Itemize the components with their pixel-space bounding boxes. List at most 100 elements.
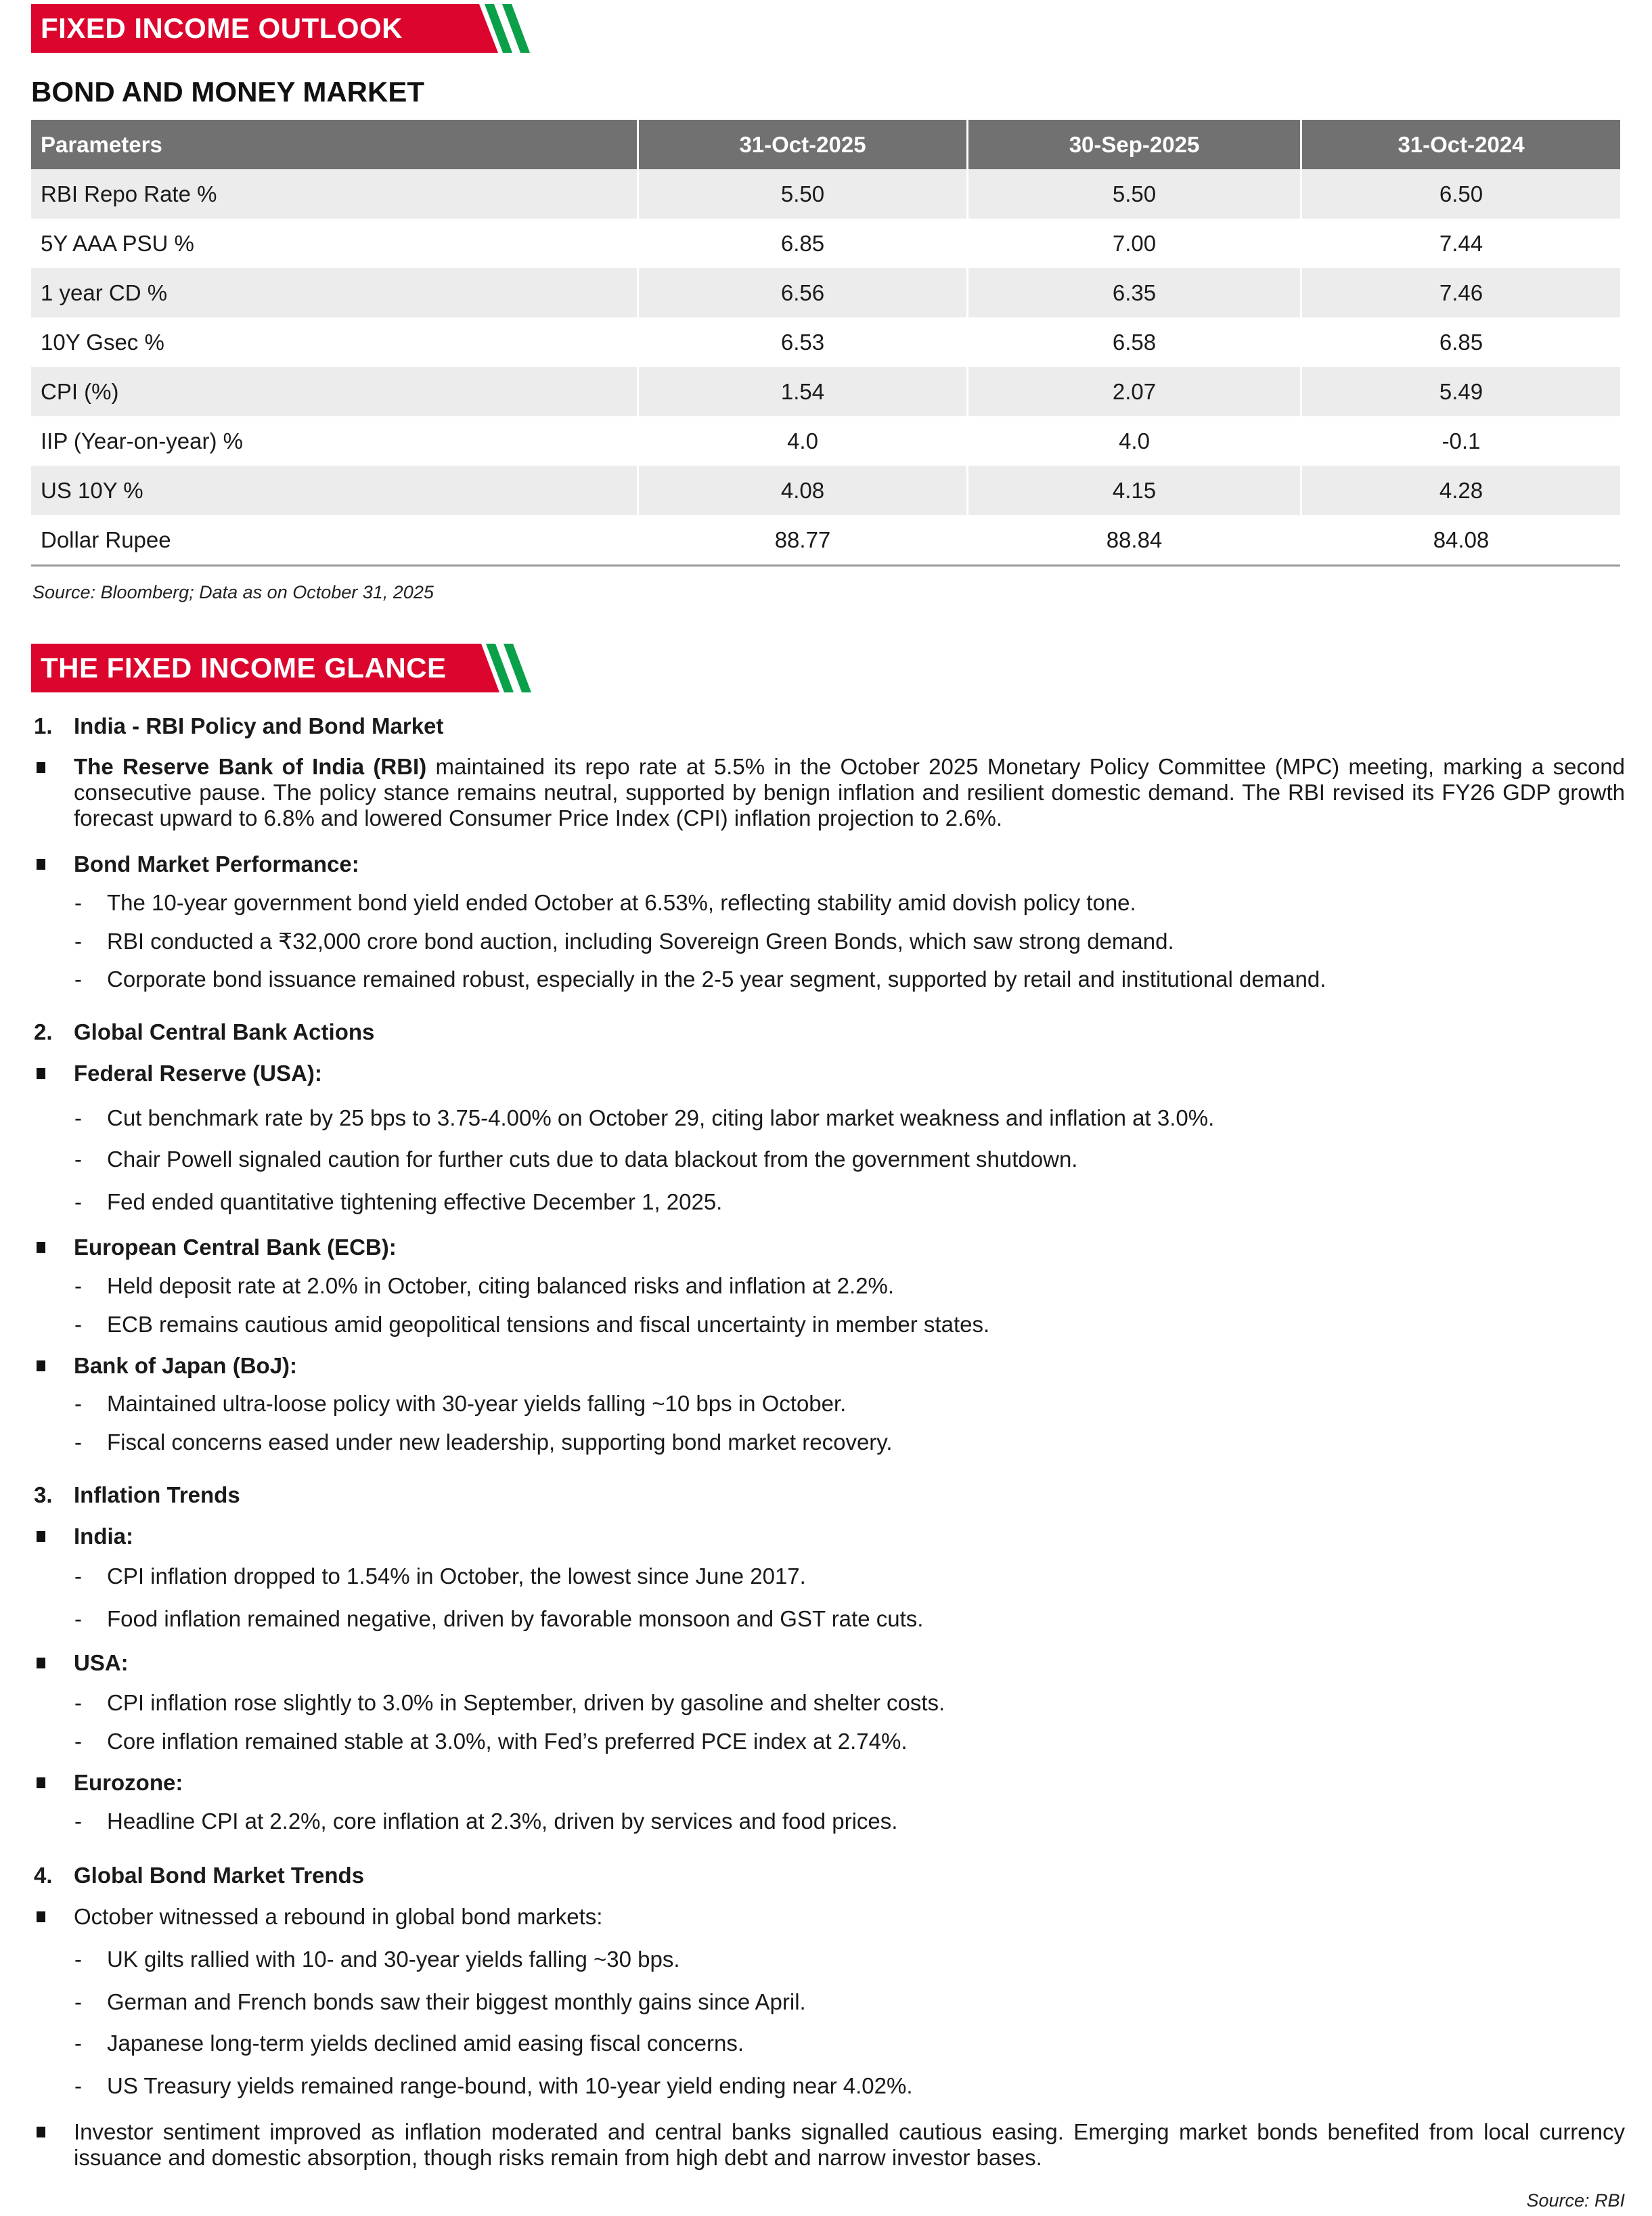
- list-item: Fiscal concerns eased under new leadersh…: [107, 1430, 893, 1455]
- table-row: IIP (Year-on-year) % 4.0 4.0 -0.1: [31, 416, 1620, 466]
- banner-stripes-icon: [31, 644, 531, 692]
- value-cell: 4.28: [1300, 466, 1620, 515]
- list-item: Food inflation remained negative, driven…: [107, 1606, 924, 1631]
- banner-title: THE FIXED INCOME GLANCE: [41, 652, 447, 684]
- value-cell: 5.49: [1300, 367, 1620, 416]
- parameter-cell: 5Y AAA PSU %: [41, 230, 194, 256]
- value-cell: 5.50: [966, 169, 1301, 219]
- list-item: CPI inflation rose slightly to 3.0% in S…: [107, 1690, 945, 1715]
- table-title: BOND AND MONEY MARKET: [31, 76, 425, 108]
- value-cell: 2.07: [966, 367, 1301, 416]
- section-heading: Inflation Trends: [74, 1482, 240, 1507]
- dash-icon: -: [74, 1391, 82, 1416]
- table-row: 10Y Gsec % 6.53 6.58 6.85: [31, 317, 1620, 367]
- dash-icon: -: [74, 1312, 82, 1337]
- dash-icon: -: [74, 2073, 82, 2098]
- bullet-icon: [37, 1777, 45, 1788]
- table-row: RBI Repo Rate % 5.50 5.50 6.50: [31, 169, 1620, 219]
- section-banner-fixed-income-glance: THE FIXED INCOME GLANCE: [31, 644, 535, 692]
- bullet-icon: [37, 762, 45, 773]
- bullet-heading: Federal Reserve (USA):: [74, 1061, 322, 1086]
- dash-icon: -: [74, 1606, 82, 1631]
- dash-icon: -: [74, 1729, 82, 1754]
- col-header: Parameters: [31, 120, 638, 169]
- value-cell: 6.85: [1300, 317, 1620, 367]
- table-row: 1 year CD % 6.56 6.35 7.46: [31, 268, 1620, 317]
- bullet-icon: [37, 1531, 45, 1542]
- list-item: RBI conducted a ₹32,000 crore bond aucti…: [107, 929, 1174, 954]
- value-cell: 6.85: [637, 219, 968, 268]
- dash-icon: -: [74, 1690, 82, 1715]
- section-number: 2.: [34, 1019, 53, 1044]
- value-cell: 6.53: [637, 317, 968, 367]
- value-cell: 84.08: [1300, 515, 1620, 567]
- dash-icon: -: [74, 1105, 82, 1130]
- col-header: 31-Oct-2025: [637, 120, 968, 169]
- paragraph: The Reserve Bank of India (RBI) maintain…: [74, 754, 1625, 831]
- list-item: The 10-year government bond yield ended …: [107, 890, 1136, 915]
- value-cell: -0.1: [1300, 416, 1620, 466]
- section-heading: Global Central Bank Actions: [74, 1019, 375, 1044]
- section-banner-fixed-income-outlook: FIXED INCOME OUTLOOK: [31, 4, 535, 53]
- bond-money-market-table: Parameters 31-Oct-2025 30-Sep-2025 31-Oc…: [31, 120, 1620, 567]
- section-number: 4.: [34, 1863, 53, 1888]
- dash-icon: -: [74, 1273, 82, 1298]
- value-cell: 4.15: [966, 466, 1301, 515]
- list-item: Cut benchmark rate by 25 bps to 3.75-4.0…: [107, 1105, 1215, 1130]
- bullet-icon: [37, 2127, 45, 2137]
- table-source: Source: Bloomberg; Data as on October 31…: [32, 582, 434, 602]
- value-cell: 4.0: [637, 416, 968, 466]
- value-cell: 88.77: [637, 515, 968, 567]
- section-number: 3.: [34, 1482, 53, 1507]
- list-item: CPI inflation dropped to 1.54% in Octobe…: [107, 1564, 806, 1589]
- table-header-row: Parameters 31-Oct-2025 30-Sep-2025 31-Oc…: [31, 120, 1620, 169]
- list-item: Chair Powell signaled caution for furthe…: [107, 1147, 1078, 1172]
- parameter-cell: 10Y Gsec %: [41, 329, 164, 355]
- dash-icon: -: [74, 1147, 82, 1172]
- paragraph: Investor sentiment improved as inflation…: [74, 2119, 1625, 2170]
- parameter-cell: CPI (%): [31, 367, 638, 416]
- section-heading: Global Bond Market Trends: [74, 1863, 365, 1888]
- bullet-icon: [37, 1658, 45, 1668]
- col-header: 30-Sep-2025: [966, 120, 1301, 169]
- value-cell: 88.84: [966, 515, 1301, 567]
- table-row: 5Y AAA PSU % 6.85 7.00 7.44: [31, 219, 1620, 268]
- bullet-heading: Bank of Japan (BoJ):: [74, 1353, 298, 1378]
- parameter-cell: US 10Y %: [31, 466, 638, 515]
- dash-icon: -: [74, 2031, 82, 2056]
- list-item: US Treasury yields remained range-bound,…: [107, 2073, 913, 2098]
- list-item: Fed ended quantitative tightening effect…: [107, 1189, 723, 1214]
- bullet-heading: USA:: [74, 1650, 129, 1675]
- value-cell: 6.58: [966, 317, 1301, 367]
- section-number: 1.: [34, 713, 53, 738]
- value-cell: 6.50: [1300, 169, 1620, 219]
- dash-icon: -: [74, 1430, 82, 1455]
- value-cell: 1.54: [637, 367, 968, 416]
- list-item: Headline CPI at 2.2%, core inflation at …: [107, 1809, 898, 1834]
- banner-title: FIXED INCOME OUTLOOK: [41, 12, 403, 44]
- list-item: Corporate bond issuance remained robust,…: [107, 967, 1326, 992]
- dash-icon: -: [74, 967, 82, 992]
- table-row: US 10Y % 4.08 4.15 4.28: [31, 466, 1620, 515]
- parameter-cell: Dollar Rupee: [31, 515, 638, 567]
- dash-icon: -: [74, 1809, 82, 1834]
- list-item: UK gilts rallied with 10- and 30-year yi…: [107, 1947, 680, 1972]
- list-item: Maintained ultra-loose policy with 30-ye…: [107, 1391, 847, 1416]
- value-cell: 6.35: [966, 268, 1301, 317]
- bullet-text: October witnessed a rebound in global bo…: [74, 1904, 603, 1929]
- banner-stripes-icon: [31, 4, 530, 53]
- bullet-heading: European Central Bank (ECB):: [74, 1235, 397, 1260]
- bullet-heading: India:: [74, 1524, 133, 1549]
- list-item: Japanese long-term yields declined amid …: [107, 2031, 744, 2056]
- value-cell: 7.46: [1300, 268, 1620, 317]
- table-row: Dollar Rupee 88.77 88.84 84.08: [31, 515, 1620, 567]
- parameter-cell: RBI Repo Rate %: [31, 169, 638, 219]
- list-item: Core inflation remained stable at 3.0%, …: [107, 1729, 908, 1754]
- list-item: Held deposit rate at 2.0% in October, ci…: [107, 1273, 895, 1298]
- dash-icon: -: [74, 1947, 82, 1972]
- section-heading: India - RBI Policy and Bond Market: [74, 713, 444, 738]
- bullet-icon: [37, 1242, 45, 1253]
- bullet-icon: [37, 859, 45, 870]
- bullet-icon: [37, 1068, 45, 1079]
- col-header: 31-Oct-2024: [1300, 120, 1620, 169]
